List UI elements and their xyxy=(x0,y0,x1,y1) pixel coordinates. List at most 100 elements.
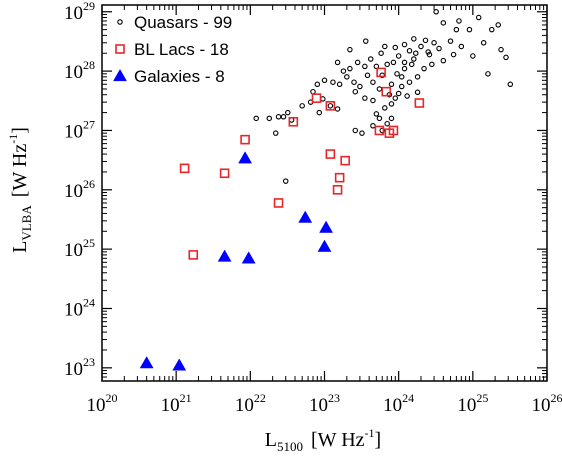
data-point xyxy=(470,53,476,59)
data-point xyxy=(334,59,341,66)
tick-labels: 1020 1021 1022 1023 1024 1025 1026 1023 1024 1025… xyxy=(64,0,562,416)
data-point xyxy=(440,20,447,26)
data-point xyxy=(418,43,424,50)
data-point xyxy=(282,178,289,184)
data-point xyxy=(414,98,425,108)
data-point xyxy=(395,90,402,97)
data-point xyxy=(466,26,473,33)
data-point xyxy=(240,134,250,145)
data-point xyxy=(429,61,435,68)
data-point xyxy=(411,56,417,62)
data-point xyxy=(376,67,386,78)
data-point xyxy=(394,71,400,77)
plot-frame xyxy=(101,4,548,382)
y-tick-label: 1023 xyxy=(64,355,95,380)
data-point xyxy=(440,57,447,64)
data-point xyxy=(433,9,439,15)
data-point xyxy=(374,125,385,136)
data-point xyxy=(485,71,491,77)
data-point xyxy=(179,163,190,174)
data-point xyxy=(475,14,482,21)
x-tick-label: 1026 xyxy=(532,391,562,416)
data-point xyxy=(340,155,350,166)
legend-marker xyxy=(115,44,125,54)
data-point xyxy=(388,115,395,122)
data-point xyxy=(351,79,357,85)
x-axis-label: L5100 [W Hz-1] xyxy=(265,426,381,454)
legend-label: Galaxies - 8 xyxy=(134,67,225,86)
data-point xyxy=(401,65,408,72)
data-point xyxy=(253,115,259,122)
data-point xyxy=(347,65,353,72)
data-point xyxy=(280,114,287,120)
data-point xyxy=(458,43,465,50)
data-point xyxy=(352,127,359,134)
data-point xyxy=(398,74,405,80)
data-point xyxy=(298,210,313,223)
x-tick-label: 1022 xyxy=(235,391,266,416)
legend-label: Quasars - 99 xyxy=(134,13,232,32)
data-point xyxy=(340,68,347,74)
data-point xyxy=(384,120,390,127)
data-point xyxy=(401,41,408,48)
data-point xyxy=(401,59,408,66)
data-point xyxy=(386,91,393,98)
data-point xyxy=(404,93,410,99)
data-point xyxy=(382,43,388,50)
data-point xyxy=(330,79,336,85)
data-point xyxy=(379,127,385,134)
data-point xyxy=(480,40,487,46)
data-point xyxy=(431,40,437,46)
data-point xyxy=(367,56,374,62)
y-tick-label: 1027 xyxy=(64,117,95,142)
data-point xyxy=(507,81,514,88)
data-point xyxy=(334,172,345,183)
data-point xyxy=(285,109,291,116)
data-point xyxy=(362,95,368,101)
data-point xyxy=(384,61,390,68)
x-tick-label: 1023 xyxy=(309,391,340,416)
data-point xyxy=(370,79,376,85)
data-point xyxy=(352,88,359,95)
data-point xyxy=(314,81,321,88)
data-point xyxy=(321,77,328,84)
data-point xyxy=(217,249,232,262)
data-point xyxy=(388,125,399,136)
data-point xyxy=(453,26,460,33)
data-point xyxy=(436,45,442,52)
legend-marker xyxy=(113,68,127,82)
data-point xyxy=(489,26,495,33)
data-point xyxy=(373,111,380,117)
data-point xyxy=(392,44,399,51)
data-point xyxy=(272,130,279,136)
data-point xyxy=(382,105,388,111)
data-point xyxy=(378,50,384,56)
data-point xyxy=(316,109,323,116)
data-point xyxy=(381,86,392,97)
data-points xyxy=(139,9,514,371)
data-point xyxy=(139,356,154,369)
series-1 xyxy=(179,67,425,260)
y-tick-label: 1025 xyxy=(64,236,95,261)
data-point xyxy=(413,50,419,56)
data-point xyxy=(376,115,383,122)
y-axis-label: LVLBA[W Hz-1] xyxy=(6,127,34,253)
data-point xyxy=(411,36,417,42)
x-tick-label: 1025 xyxy=(457,391,488,416)
data-point xyxy=(334,106,341,112)
data-point xyxy=(364,72,371,79)
data-point xyxy=(325,101,336,111)
data-point xyxy=(421,65,427,72)
data-point xyxy=(447,38,454,44)
data-point xyxy=(495,22,501,28)
data-point xyxy=(456,18,462,24)
data-point xyxy=(319,220,334,233)
data-point xyxy=(503,54,509,61)
data-point xyxy=(336,81,343,88)
data-point xyxy=(426,51,433,58)
data-point xyxy=(317,239,332,252)
data-point xyxy=(299,103,305,109)
x-tick-label: 1024 xyxy=(383,391,414,416)
data-point xyxy=(275,114,282,120)
